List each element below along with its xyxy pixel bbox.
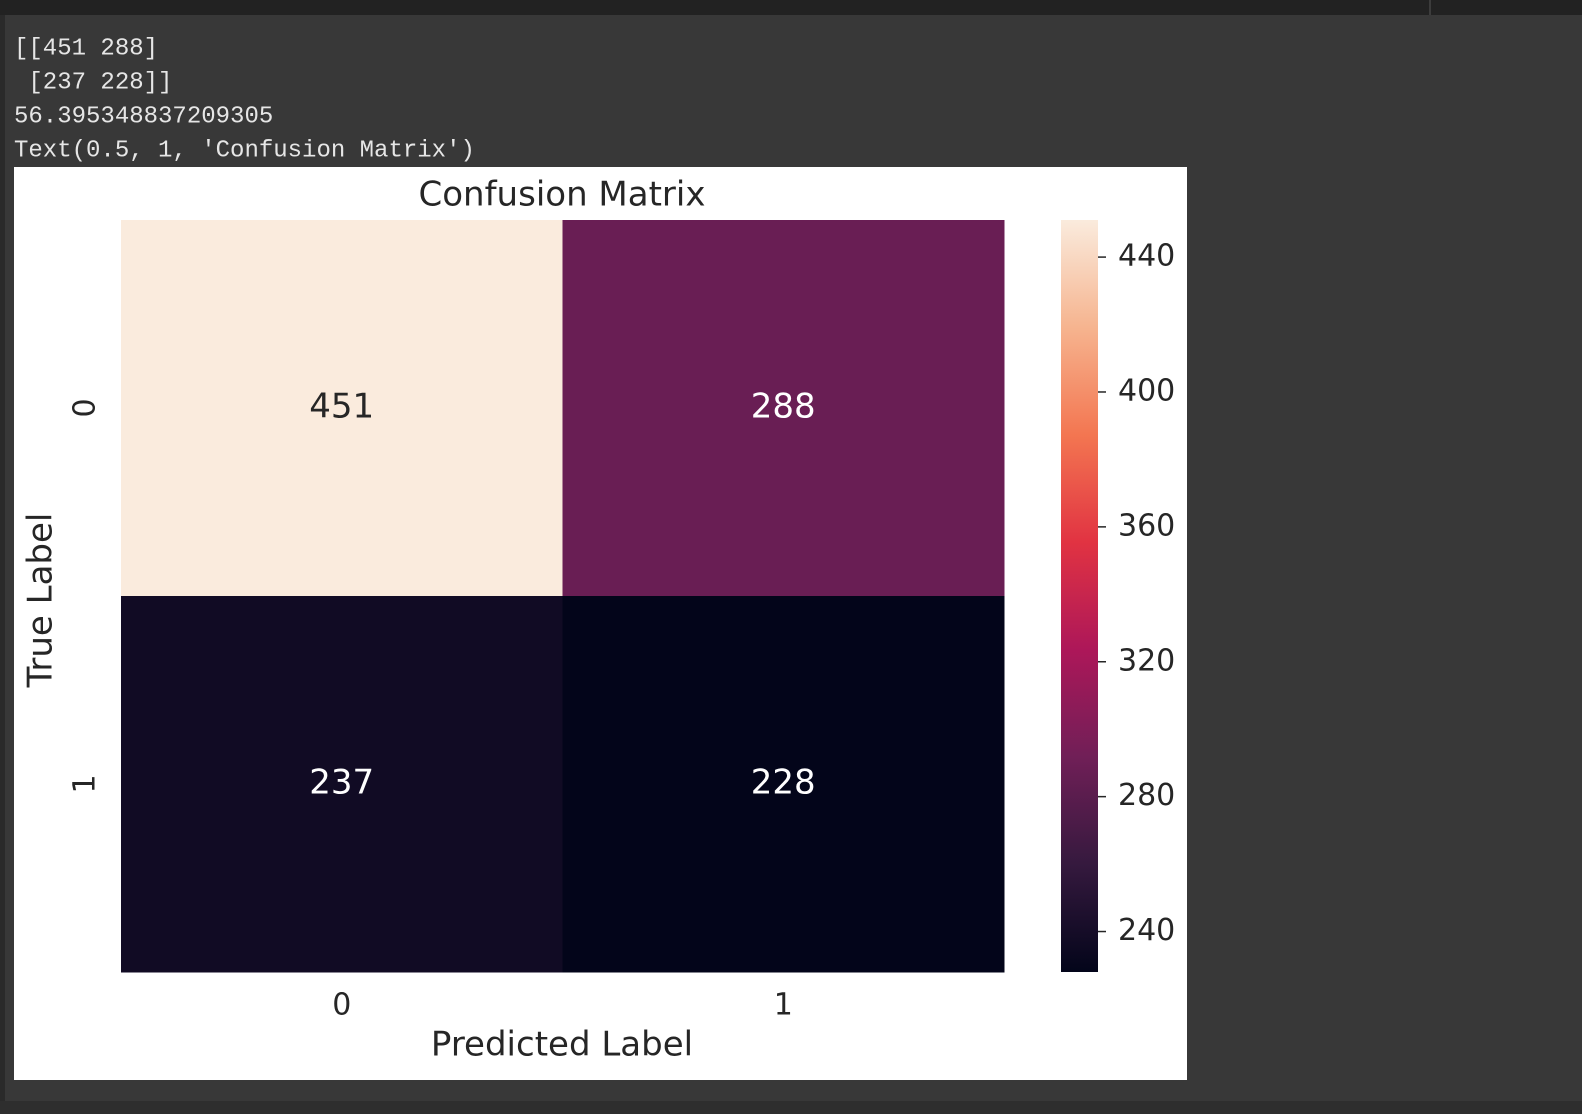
heatmap-cell	[121, 220, 563, 597]
output-line: [237 228]]	[14, 69, 172, 96]
y-tick-label: 1	[68, 774, 103, 793]
colorbar-tick-label: 320	[1118, 643, 1175, 678]
cell-label: 288	[751, 387, 816, 427]
colorbar	[1061, 220, 1098, 972]
chart-title: Confusion Matrix	[419, 175, 706, 215]
heatmap-cell	[121, 596, 563, 973]
left-gutter	[0, 15, 5, 1101]
cell-label: 451	[309, 387, 374, 427]
cell-label: 228	[751, 763, 816, 803]
colorbar-tick-label: 440	[1118, 239, 1175, 274]
colorbar-tick-label: 240	[1118, 913, 1175, 948]
colorbar-tick-label: 360	[1118, 508, 1175, 543]
x-tick-label: 0	[332, 988, 351, 1023]
output-line: 56.395348837209305	[14, 103, 273, 130]
output-line: [[451 288]	[14, 35, 158, 62]
top-bar	[0, 0, 1582, 15]
y-tick-label: 0	[68, 398, 103, 417]
heatmap-cell	[562, 220, 1005, 597]
output-line: Text(0.5, 1, 'Confusion Matrix')	[14, 137, 475, 164]
colorbar-tick-label: 400	[1118, 373, 1175, 408]
heatmap-cell	[562, 596, 1005, 973]
colorbar-tick-label: 280	[1118, 778, 1175, 813]
x-tick-label: 1	[774, 988, 793, 1023]
y-axis-label: True Label	[21, 513, 61, 689]
bottom-bar	[0, 1101, 1582, 1114]
x-axis-label: Predicted Label	[431, 1025, 693, 1065]
cell-label: 237	[309, 763, 374, 803]
